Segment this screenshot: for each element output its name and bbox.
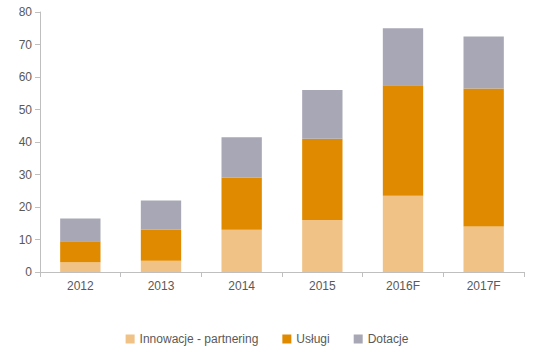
svg-text:Innowacje - partnering: Innowacje - partnering bbox=[140, 332, 259, 346]
svg-text:60: 60 bbox=[19, 70, 33, 84]
svg-text:2016F: 2016F bbox=[386, 279, 420, 293]
svg-text:0: 0 bbox=[25, 265, 32, 279]
svg-text:40: 40 bbox=[19, 135, 33, 149]
svg-text:Dotacje: Dotacje bbox=[368, 332, 409, 346]
svg-text:10: 10 bbox=[19, 233, 33, 247]
svg-text:2013: 2013 bbox=[148, 279, 175, 293]
svg-text:80: 80 bbox=[19, 5, 33, 19]
svg-text:2017F: 2017F bbox=[467, 279, 501, 293]
svg-text:20: 20 bbox=[19, 200, 33, 214]
svg-text:70: 70 bbox=[19, 38, 33, 52]
svg-text:2015: 2015 bbox=[309, 279, 336, 293]
svg-text:30: 30 bbox=[19, 168, 33, 182]
svg-text:2014: 2014 bbox=[228, 279, 255, 293]
svg-text:50: 50 bbox=[19, 103, 33, 117]
svg-text:2012: 2012 bbox=[67, 279, 94, 293]
svg-text:Usługi: Usługi bbox=[296, 332, 329, 346]
